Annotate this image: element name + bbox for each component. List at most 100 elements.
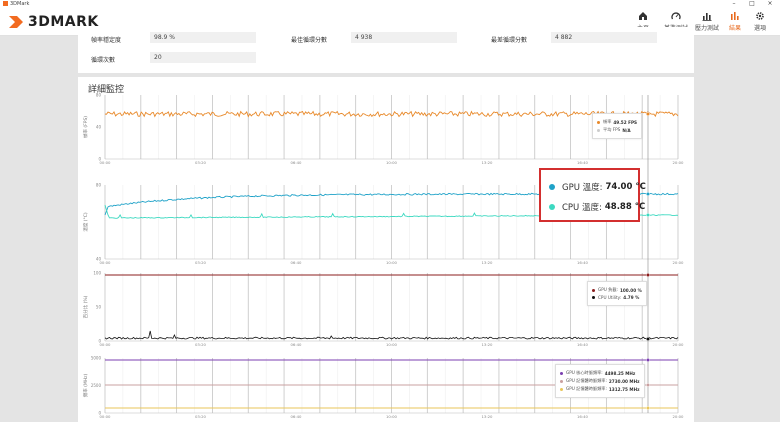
chart-ytick-label: 100 [93,271,101,276]
chart-ylabel: 溫度 (°C) [82,212,89,232]
chart-xtick-label: 20:00 [673,342,685,347]
stress-chart-icon [702,13,712,21]
chart-cursor-marker [645,191,651,197]
legend-gpu-mem-clock-2-value: 1312.75 MHz [608,386,640,392]
chart-ytick-label: 80 [96,93,102,98]
legend-fps-value: 49.52 FPS [613,119,638,125]
chart-ytick-label: 2500 [91,383,102,388]
temperature-callout: GPU 溫度: 74.00 °C CPU 溫度: 48.88 °C [539,168,646,222]
gear-icon [756,12,764,20]
gpu-mem-clock-2-dot [560,387,563,391]
chart-ylabel: 頻率 (MHz) [82,373,89,397]
legend-avg-fps: 平均 FPS N/A [597,127,637,133]
stats-panel: 幀率穩定度 98.9 % 最佳循環分數 4 938 最差循環分數 4 882 循… [78,27,694,73]
worst-loop-value: 4 882 [551,32,657,43]
chart-xtick-label: 16:40 [577,160,589,165]
chart-ytick-label: 50 [96,305,102,310]
chart-xtick-label: 13:20 [482,260,494,265]
chart-xtick-label: 10:00 [386,414,398,419]
best-loop-value: 4 938 [351,32,457,43]
chart-xtick-label: 03:20 [195,260,207,265]
maximize-button[interactable]: □ [749,0,755,7]
legend-gpu-mem-clock-2: GPU 記憶體時脈頻率: 1312.75 MHz [560,386,640,392]
bar-chart-icon [731,12,739,20]
cpu-utility-dot [592,296,595,299]
chart-xtick-label: 03:20 [195,414,207,419]
chart-cursor-marker [645,405,651,411]
chart-cursor-marker [645,272,651,278]
chart-ylabel: 幀率 (FPS) [82,116,89,138]
legend-gpu-load: GPU 負載: 100.00 % [592,287,642,293]
chart-xtick-label: 10:00 [386,160,398,165]
callout-gpu-temp: GPU 溫度: 74.00 °C [549,181,646,193]
frame-stability-label: 幀率穩定度 [91,37,122,44]
legend-fps-name: 幀率 [603,119,612,124]
chart-xtick-label: 06:40 [291,160,303,165]
legend-gpu-mem-clock-value: 2730.00 MHz [608,378,640,384]
clock-legend: GPU 核心時脈頻率: 4498.25 MHz GPU 記憶體時脈頻率: 2730.… [555,364,645,398]
chart-xtick-label: 03:20 [195,160,207,165]
legend-gpu-mem-clock-2-name: GPU 記憶體時脈頻率: [566,386,607,391]
window-title: 3DMark [10,1,30,7]
chart-xtick-label: 20:00 [673,260,685,265]
chart-xtick-label: 06:40 [291,342,303,347]
chart-xtick-label: 00:00 [100,260,112,265]
chart-ylabel: 百分比 (%) [82,295,89,318]
legend-cpu-utility: CPU Utility: 4.79 % [592,295,642,300]
close-button[interactable]: × [767,0,773,7]
chart-xtick-label: 13:20 [482,160,494,165]
gauge-icon [671,12,681,20]
worst-loop-label: 最差循環分數 [491,37,528,44]
home-icon [639,12,647,20]
gpu-temp-dot [549,184,555,190]
gpu-load-dot [592,288,595,292]
chart-cursor-marker [645,336,651,342]
chart-cursor-marker [645,111,651,117]
nav-results[interactable]: 結果 [721,11,749,32]
legend-cpu-utility-value: 4.79 % [623,295,640,300]
fps-dot [597,120,600,124]
chart-xtick-label: 10:00 [386,342,398,347]
fps-legend: 幀率 49.52 FPS 平均 FPS N/A [592,113,643,139]
legend-fps: 幀率 49.52 FPS [597,119,637,125]
callout-gpu-value: 74.00 °C [605,182,646,192]
chart-ytick-label: 40 [96,257,102,262]
gpu-core-clock-dot [560,371,563,375]
chart-xtick-label: 10:00 [386,260,398,265]
avg-fps-dot [597,128,600,132]
callout-gpu-label: GPU 溫度: [562,183,603,193]
logo[interactable]: 3DMARK [8,13,99,31]
chart-xtick-label: 16:40 [577,260,589,265]
chart-xtick-label: 20:00 [673,160,685,165]
fps-series-line [104,110,679,118]
legend-avg-fps-name: 平均 FPS [603,127,621,132]
legend-gpu-load-value: 100.00 % [619,287,642,293]
chart-cursor-marker [645,212,651,218]
chart-ytick-label: 0 [98,339,101,344]
cpu-utility-series-line [104,330,679,340]
legend-cpu-utility-name: CPU Utility: [598,295,622,300]
legend-gpu-mem-clock-name: GPU 記憶體時脈頻率: [566,378,607,383]
legend-gpu-core-clock-value: 4498.25 MHz [604,370,636,376]
minimize-button[interactable]: – [732,0,736,7]
legend-gpu-load-name: GPU 負載: [598,287,618,292]
nav-stress-tests[interactable]: 壓力測試 [693,11,721,32]
chart-xtick-label: 03:20 [195,342,207,347]
nav-options[interactable]: 選項 [746,11,774,32]
3dmark-logo-icon [9,16,23,28]
callout-cpu-temp: CPU 溫度: 48.88 °C [549,201,645,213]
nav-results-label: 結果 [728,25,741,32]
callout-cpu-label: CPU 溫度: [562,203,602,213]
chart-xtick-label: 00:00 [100,160,112,165]
gpu-mem-clock-dot [560,379,563,383]
chart-xtick-label: 13:20 [482,342,494,347]
cpu-temp-dot [549,204,555,210]
frame-stability-value: 98.9 % [150,32,256,43]
chart-cursor-marker [645,382,651,388]
loop-count-value: 20 [150,52,256,63]
callout-cpu-value: 48.88 °C [604,202,646,212]
title-bar: 3DMark – □ × [0,0,780,8]
legend-avg-fps-value: N/A [622,127,631,133]
best-loop-label: 最佳循環分數 [291,37,328,44]
